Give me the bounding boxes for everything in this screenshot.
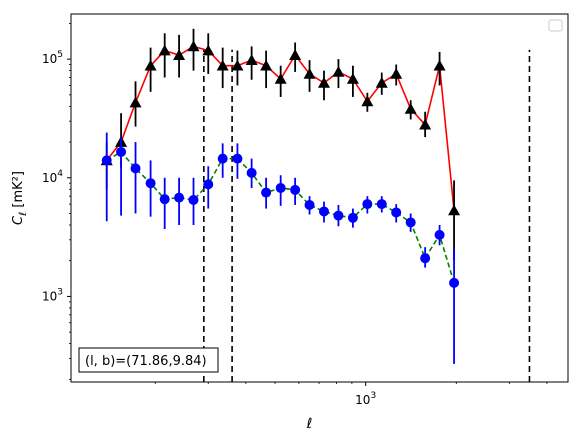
data-point-triangle [317,76,330,88]
data-point-circle [159,194,170,205]
legend-box [548,19,563,32]
data-point-triangle [231,59,244,71]
data-point-circle [203,179,214,190]
data-point-triangle [187,40,200,52]
data-point-triangle [404,102,417,114]
data-point-circle [145,178,156,189]
data-point-circle [116,146,127,157]
data-point-circle [246,167,257,178]
data-point-circle [290,184,301,195]
data-point-circle [376,199,387,210]
data-point-circle [101,155,112,166]
data-point-triangle [419,118,432,130]
data-point-triangle [375,76,388,88]
x-axis-label: ℓ [306,416,313,432]
y-tick-label: 104 [42,169,63,185]
data-point-triangle [173,49,186,60]
data-point-triangle [274,72,287,84]
data-point-circle [391,207,402,218]
y-axis-label: Cℓ [mK²] [11,171,29,225]
data-point-circle [405,217,416,228]
data-point-triangle [202,44,215,56]
data-point-circle [362,199,373,210]
y-tick-label: 103 [42,287,63,303]
data-point-triangle [332,65,345,77]
data-point-circle [318,206,329,217]
x-tick-label: 103 [355,391,376,407]
data-point-triangle [303,67,316,79]
data-point-circle [130,163,141,174]
data-point-circle [434,229,445,240]
location-annotation: (l, b)=(71.86,9.84) [78,347,219,373]
data-point-triangle [245,54,258,65]
data-point-triangle [361,95,374,107]
y-axis-label-sub: ℓ [18,212,29,216]
data-point-triangle [144,59,157,71]
data-point-circle [304,199,315,210]
data-point-circle [232,153,243,164]
data-point-circle [333,210,344,221]
data-point-triangle [390,67,403,79]
data-point-circle [261,187,272,198]
data-point-triangle [129,96,142,108]
annotation-text: (l, b)=(71.86,9.84) [85,354,207,369]
y-axis-label-unit: [mK²] [11,171,26,208]
data-point-triangle [260,59,273,71]
plot-area [100,28,531,382]
tick-layer: 103 103 104 105 [42,22,548,407]
axes-frame [70,13,569,383]
data-point-circle [188,194,199,205]
data-point-circle [217,153,228,164]
data-point-circle [449,277,460,288]
data-point-circle [275,182,286,193]
y-axis-label-main: C [11,215,26,225]
data-point-triangle [433,59,446,71]
data-point-triangle [448,204,461,216]
data-point-triangle [289,49,302,60]
svg-text:Cℓ [mK²]: Cℓ [mK²] [11,171,29,225]
data-point-triangle [216,59,229,71]
data-point-triangle [346,72,359,84]
data-point-circle [420,253,431,264]
y-tick-label: 105 [42,50,63,66]
data-point-triangle [158,44,171,56]
data-point-circle [347,212,358,223]
data-point-circle [174,192,185,203]
series-line [106,150,455,284]
